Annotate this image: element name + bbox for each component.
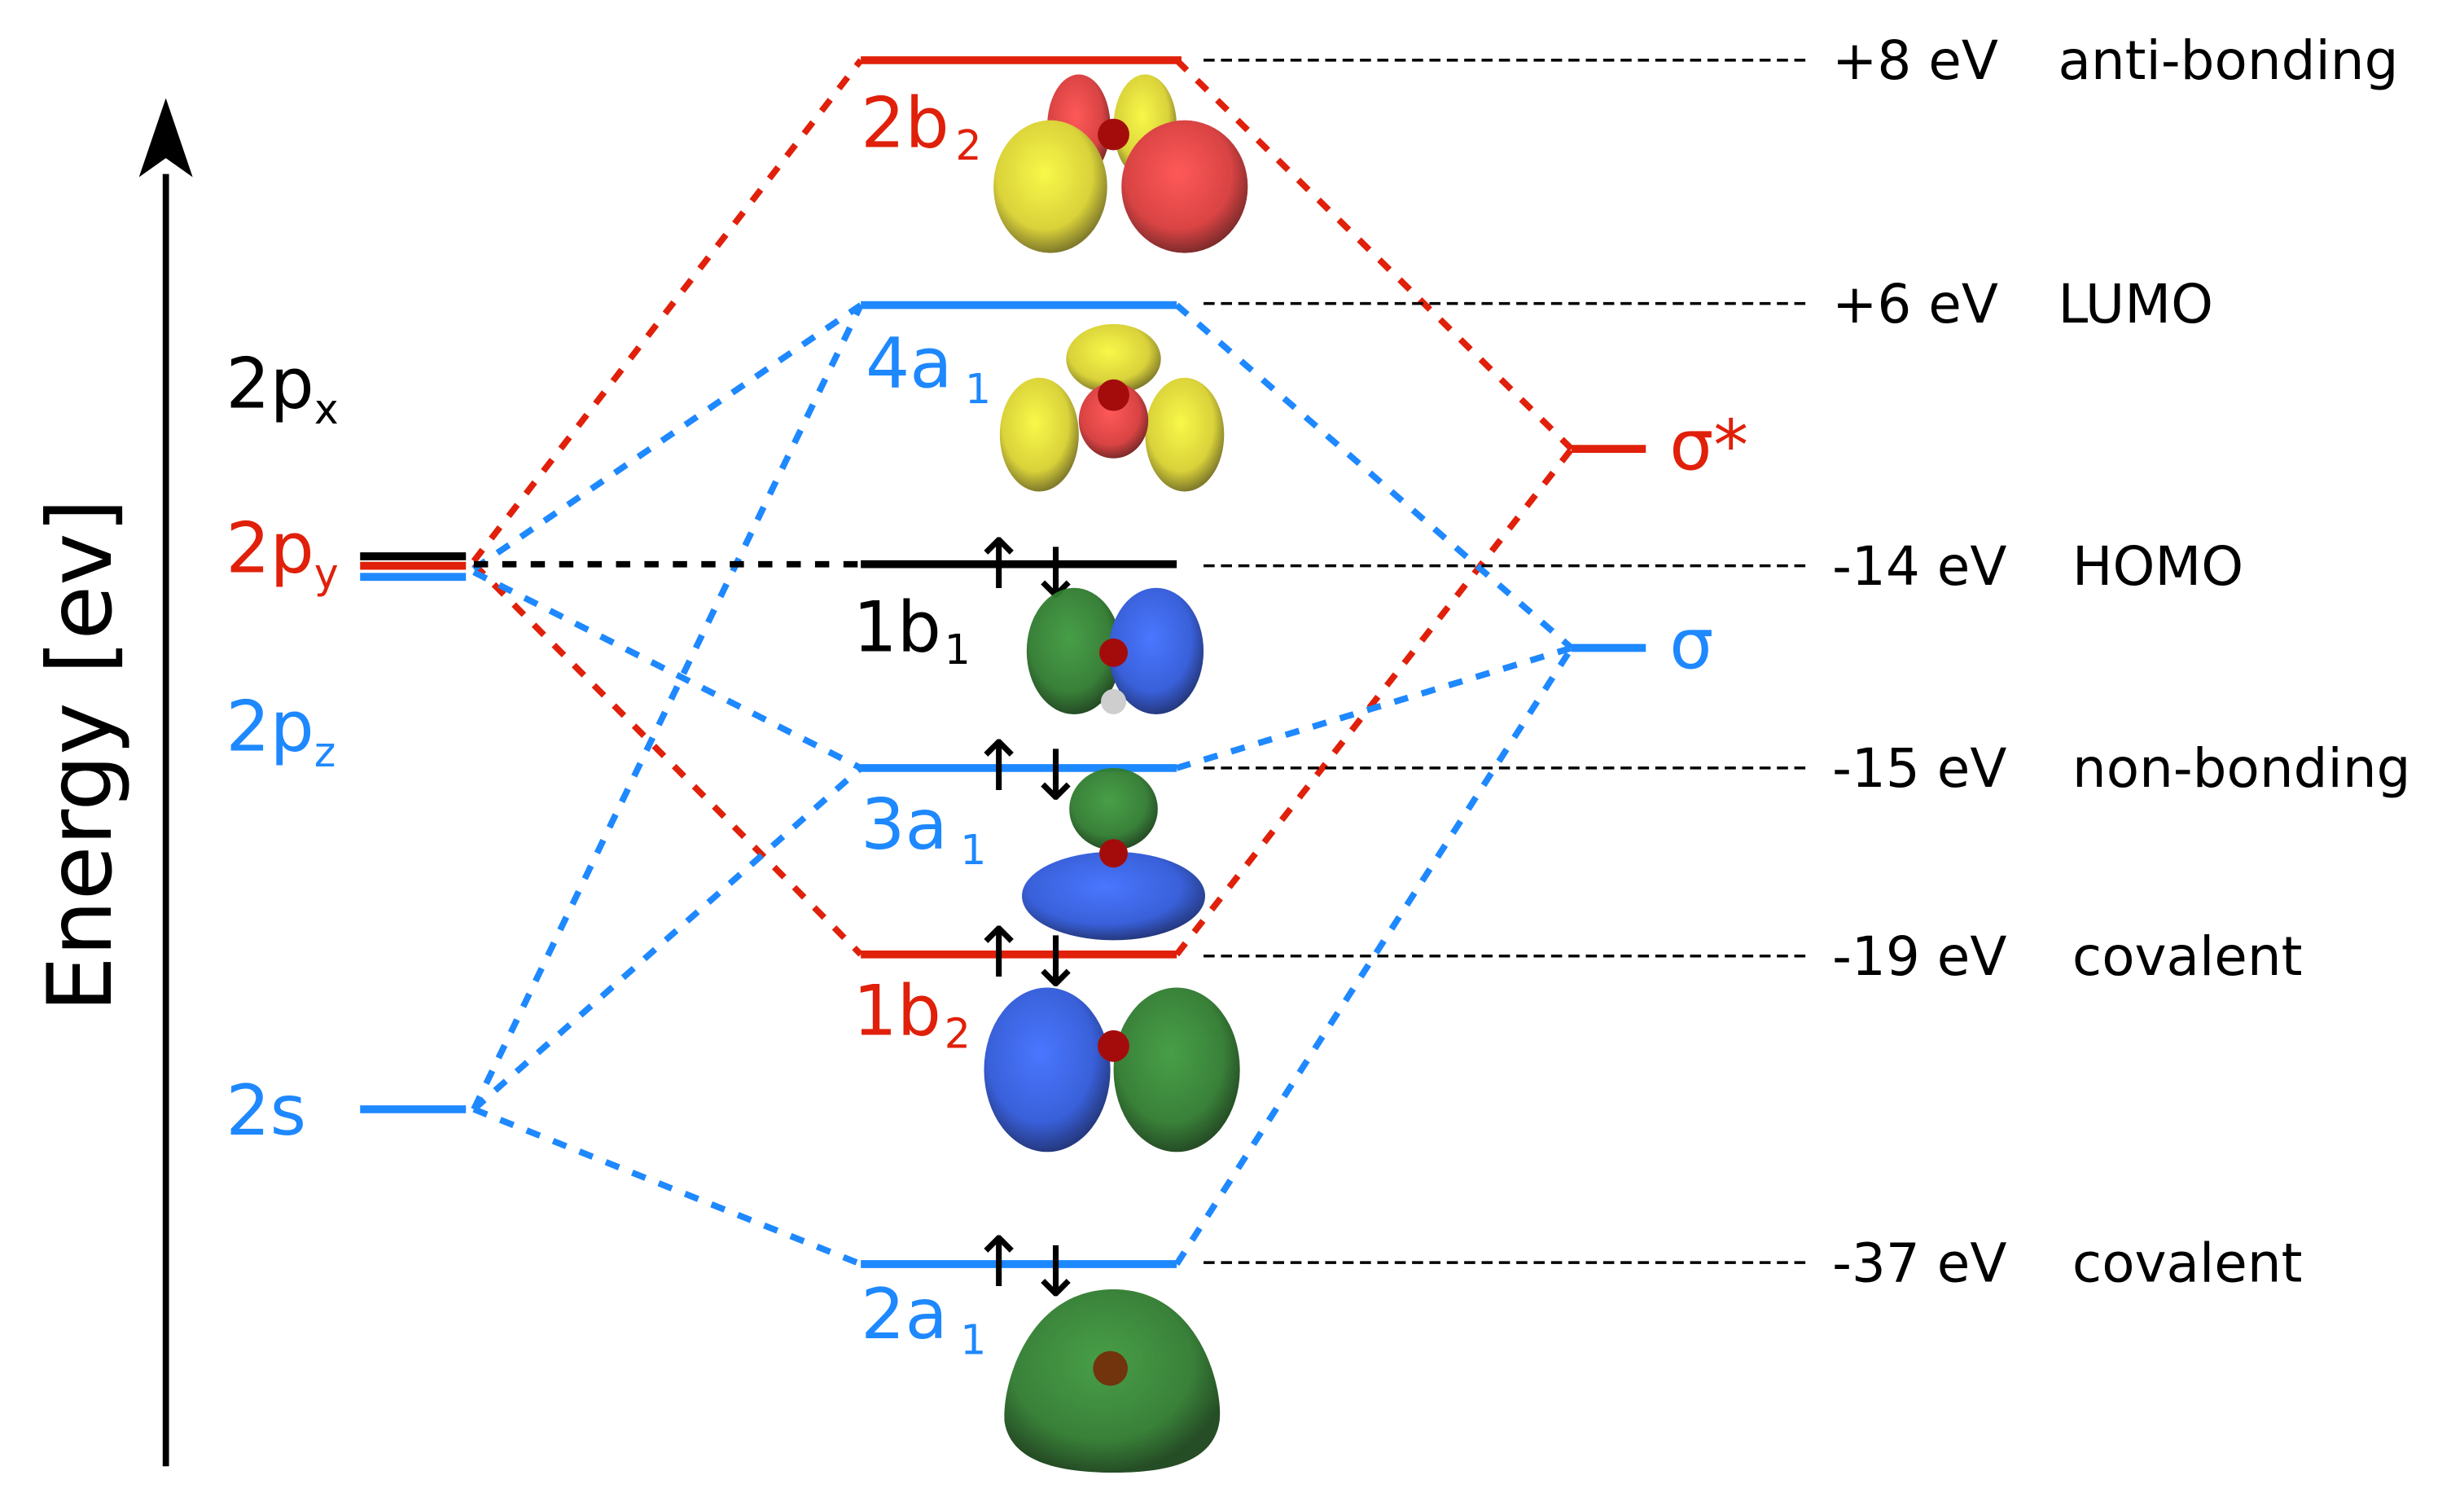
energy-value: -14 eV bbox=[1832, 535, 2006, 598]
energy-value: -15 eV bbox=[1832, 737, 2006, 800]
line-2s-2a1 bbox=[472, 1106, 862, 1267]
label-2a1: 2a 1 bbox=[861, 1275, 986, 1363]
energy-description: non-bonding bbox=[2072, 737, 2411, 800]
label-2s: 2s bbox=[226, 1071, 306, 1152]
energy-value: +6 eV bbox=[1832, 273, 1998, 336]
orbital-2a1-image bbox=[1004, 1289, 1221, 1473]
line-2s-4a1 bbox=[471, 303, 864, 1111]
energy-axis: Energy [ev] bbox=[28, 98, 193, 1467]
label-4a1: 4a 1 bbox=[866, 323, 991, 412]
label-2pz: 2pz bbox=[226, 687, 335, 776]
line-1b2-sigma-star bbox=[1174, 446, 1575, 957]
line-2py-1b2 bbox=[471, 561, 863, 957]
spin-up-icon: ↑ bbox=[970, 525, 1028, 605]
label-1b2: 1b 2 bbox=[853, 972, 970, 1058]
orbital-images bbox=[984, 74, 1248, 1473]
orbital-1b1-image bbox=[1026, 587, 1204, 714]
line-2a1-sigma bbox=[1173, 646, 1575, 1267]
axis-label: Energy [ev] bbox=[28, 498, 132, 1012]
label-sigma: σ bbox=[1669, 605, 1713, 686]
energy-value: -37 eV bbox=[1832, 1232, 2006, 1294]
orbital-3a1-image bbox=[1022, 767, 1206, 941]
energy-description: covalent bbox=[2072, 1232, 2303, 1294]
line-4a1-sigma bbox=[1174, 302, 1574, 651]
energy-annotations: +8 eV anti-bonding +6 eV LUMO -14 eV HOM… bbox=[1204, 29, 2410, 1294]
label-2px: 2px bbox=[226, 345, 338, 433]
energy-value: +8 eV bbox=[1832, 29, 1998, 92]
spin-up-icon: ↑ bbox=[970, 727, 1028, 807]
energy-value: -19 eV bbox=[1832, 925, 2006, 988]
orbital-2b2-image bbox=[993, 74, 1248, 253]
orbital-1b2-image bbox=[984, 987, 1240, 1153]
label-1b1: 1b 1 bbox=[853, 587, 970, 674]
line-2py-2b2 bbox=[471, 58, 864, 564]
line-2b2-sigma-star bbox=[1174, 58, 1574, 451]
energy-description: anti-bonding bbox=[2058, 29, 2398, 92]
energy-description: HOMO bbox=[2072, 535, 2243, 598]
atomic-orbitals: 2px 2py 2pz 2s bbox=[226, 345, 467, 1152]
spin-up-icon: ↑ bbox=[970, 913, 1028, 994]
molecular-orbitals: 2b 2 4a 1 1b 1 3a 1 1b 2 2a 1 ↑↓ ↑↓ ↑↓ ↑↓ bbox=[853, 56, 1182, 1364]
label-2py: 2py bbox=[226, 508, 338, 597]
hydrogen-orbitals: σ* σ bbox=[1572, 406, 1748, 686]
label-sigma-star: σ* bbox=[1669, 406, 1748, 486]
line-2s-3a1 bbox=[471, 766, 863, 1112]
line-2pz-3a1 bbox=[472, 569, 862, 771]
label-2b2: 2b 2 bbox=[861, 84, 981, 170]
energy-description: LUMO bbox=[2058, 273, 2213, 336]
orbital-4a1-image bbox=[999, 323, 1225, 492]
spin-up-icon: ↑ bbox=[970, 1223, 1028, 1303]
correlation-lines bbox=[471, 58, 1575, 1267]
electron-pairs: ↑↓ ↑↓ ↑↓ ↑↓ bbox=[970, 525, 1085, 1313]
line-3a1-sigma bbox=[1175, 644, 1573, 771]
label-3a1: 3a 1 bbox=[861, 785, 986, 874]
energy-description: covalent bbox=[2072, 925, 2303, 988]
line-2pz-4a1 bbox=[471, 302, 863, 572]
axis-arrowhead-icon bbox=[138, 98, 193, 178]
